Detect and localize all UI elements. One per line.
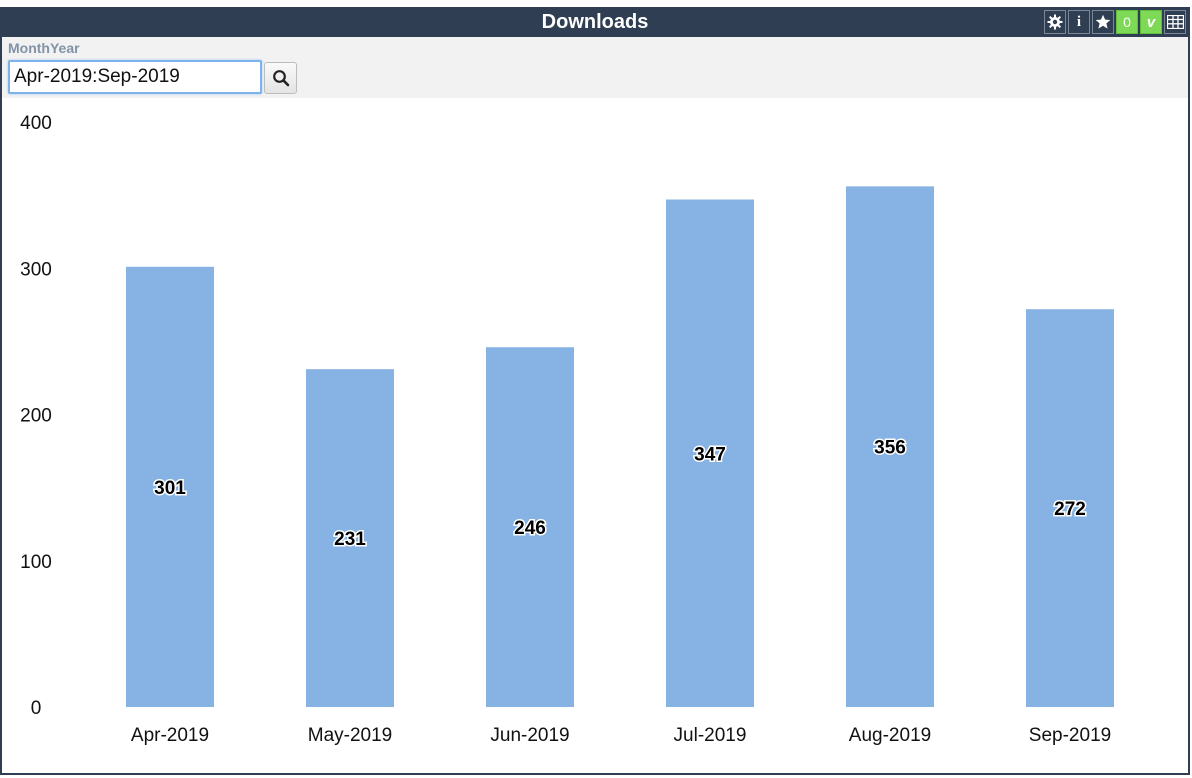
bar <box>666 199 754 707</box>
zero-counter-label: 0 <box>1123 14 1131 30</box>
info-icon[interactable]: i <box>1068 10 1090 34</box>
y-tick-label: 100 <box>20 552 52 573</box>
v-badge[interactable]: v <box>1140 10 1162 34</box>
y-tick-label: 200 <box>20 406 52 427</box>
y-tick-label: 0 <box>31 698 42 719</box>
x-tick-label: Apr-2019 <box>131 725 209 746</box>
bar-value-label: 231 <box>334 529 366 550</box>
x-tick-label: Sep-2019 <box>1029 725 1111 746</box>
x-tick-label: Jun-2019 <box>490 725 569 746</box>
x-tick-label: May-2019 <box>308 725 393 746</box>
zero-counter[interactable]: 0 <box>1116 10 1138 34</box>
info-glyph: i <box>1076 13 1082 30</box>
bar-value-label: 246 <box>514 518 546 539</box>
toolbar: i 0 v <box>1044 10 1186 34</box>
table-icon[interactable] <box>1164 10 1186 34</box>
bar <box>306 369 394 707</box>
bar <box>486 347 574 707</box>
bar <box>1026 309 1114 707</box>
x-tick-label: Jul-2019 <box>674 725 747 746</box>
bar-value-label: 347 <box>694 444 726 465</box>
panel-title: Downloads <box>541 11 649 33</box>
filter-bar: MonthYear <box>2 37 1188 98</box>
y-tick-label: 400 <box>20 113 52 134</box>
filter-label: MonthYear <box>8 40 80 56</box>
bar-value-label: 272 <box>1054 499 1086 520</box>
bar-value-label: 301 <box>154 478 186 499</box>
v-badge-label: v <box>1146 13 1156 31</box>
y-tick-label: 300 <box>20 259 52 280</box>
month-year-input[interactable] <box>8 60 262 94</box>
gear-icon[interactable] <box>1044 10 1066 34</box>
bar <box>126 266 214 707</box>
x-tick-label: Aug-2019 <box>849 725 931 746</box>
bar-value-label: 356 <box>874 438 906 459</box>
title-bar: Downloads i 0 v <box>2 7 1188 37</box>
star-icon[interactable] <box>1092 10 1114 34</box>
search-button[interactable] <box>264 62 297 94</box>
search-icon <box>272 70 289 87</box>
bar <box>846 186 934 708</box>
